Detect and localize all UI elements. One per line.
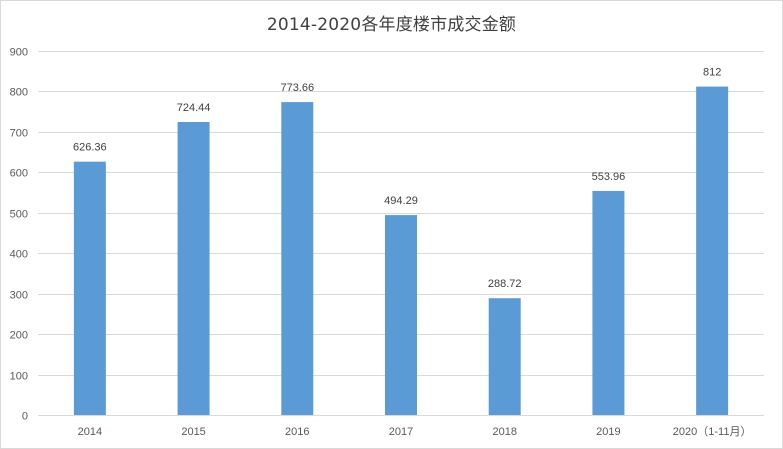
data-labels: 626.36 724.44 773.66 494.29 288.72 553.96 812 xyxy=(73,67,721,291)
y-tick-label: 0 xyxy=(22,411,28,423)
bar xyxy=(177,122,210,415)
x-tick-label: 2015 xyxy=(181,426,205,438)
data-label: 812 xyxy=(703,67,721,79)
y-tick-label: 300 xyxy=(10,290,28,302)
bar xyxy=(73,161,106,415)
bar xyxy=(385,215,417,415)
x-tick-label: 2016 xyxy=(285,426,309,438)
y-tick-label: 500 xyxy=(10,209,28,221)
y-tick-label: 600 xyxy=(10,168,28,180)
y-tick-label: 800 xyxy=(10,87,28,99)
y-tick-label: 200 xyxy=(10,330,28,342)
y-tick-label: 900 xyxy=(10,47,28,59)
x-tick-label: 2020（1-11月） xyxy=(673,425,752,438)
y-tick-label: 700 xyxy=(10,128,28,140)
data-label: 626.36 xyxy=(73,142,107,154)
y-axis-ticks: 0 100 200 300 400 500 600 700 800 900 xyxy=(10,47,28,423)
y-tick-label: 100 xyxy=(10,371,28,383)
data-label: 494.29 xyxy=(384,195,418,207)
x-tick-label: 2019 xyxy=(596,426,620,438)
chart-title: 2014-2020各年度楼市成交金额 xyxy=(266,15,517,35)
y-tick-label: 400 xyxy=(10,249,28,261)
x-tick-label: 2014 xyxy=(78,426,102,438)
data-label: 724.44 xyxy=(177,102,211,114)
bar xyxy=(281,102,314,416)
data-label: 773.66 xyxy=(280,82,314,94)
bar xyxy=(592,190,625,415)
x-tick-label: 2017 xyxy=(389,426,413,438)
x-tick-label: 2018 xyxy=(492,426,516,438)
bars xyxy=(73,86,729,416)
data-label: 288.72 xyxy=(488,278,522,290)
x-axis-ticks: 2014 2015 2016 2017 2018 2019 2020（1-11月） xyxy=(78,425,752,438)
bar xyxy=(696,86,729,415)
data-label: 553.96 xyxy=(592,171,626,183)
bar xyxy=(488,298,521,415)
